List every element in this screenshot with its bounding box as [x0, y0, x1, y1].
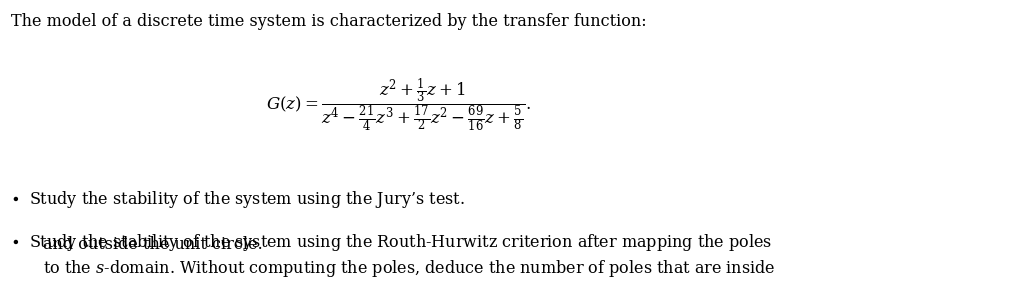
Text: and outside the unit circle.: and outside the unit circle. — [43, 236, 262, 253]
Text: to the $s$-domain. Without computing the poles, deduce the number of poles that : to the $s$-domain. Without computing the… — [43, 258, 776, 279]
Text: $G(z) = \dfrac{z^2 + \frac{1}{3}z + 1}{z^4 - \frac{21}{4}z^3 + \frac{17}{2}z^2 -: $G(z) = \dfrac{z^2 + \frac{1}{3}z + 1}{z… — [266, 77, 532, 134]
Text: $\bullet$  Study the stability of the system using the Jury’s test.: $\bullet$ Study the stability of the sys… — [11, 189, 465, 210]
Text: $\bullet$  Study the stability of the system using the Routh-Hurwitz criterion a: $\bullet$ Study the stability of the sys… — [11, 232, 773, 253]
Text: The model of a discrete time system is characterized by the transfer function:: The model of a discrete time system is c… — [11, 13, 647, 30]
